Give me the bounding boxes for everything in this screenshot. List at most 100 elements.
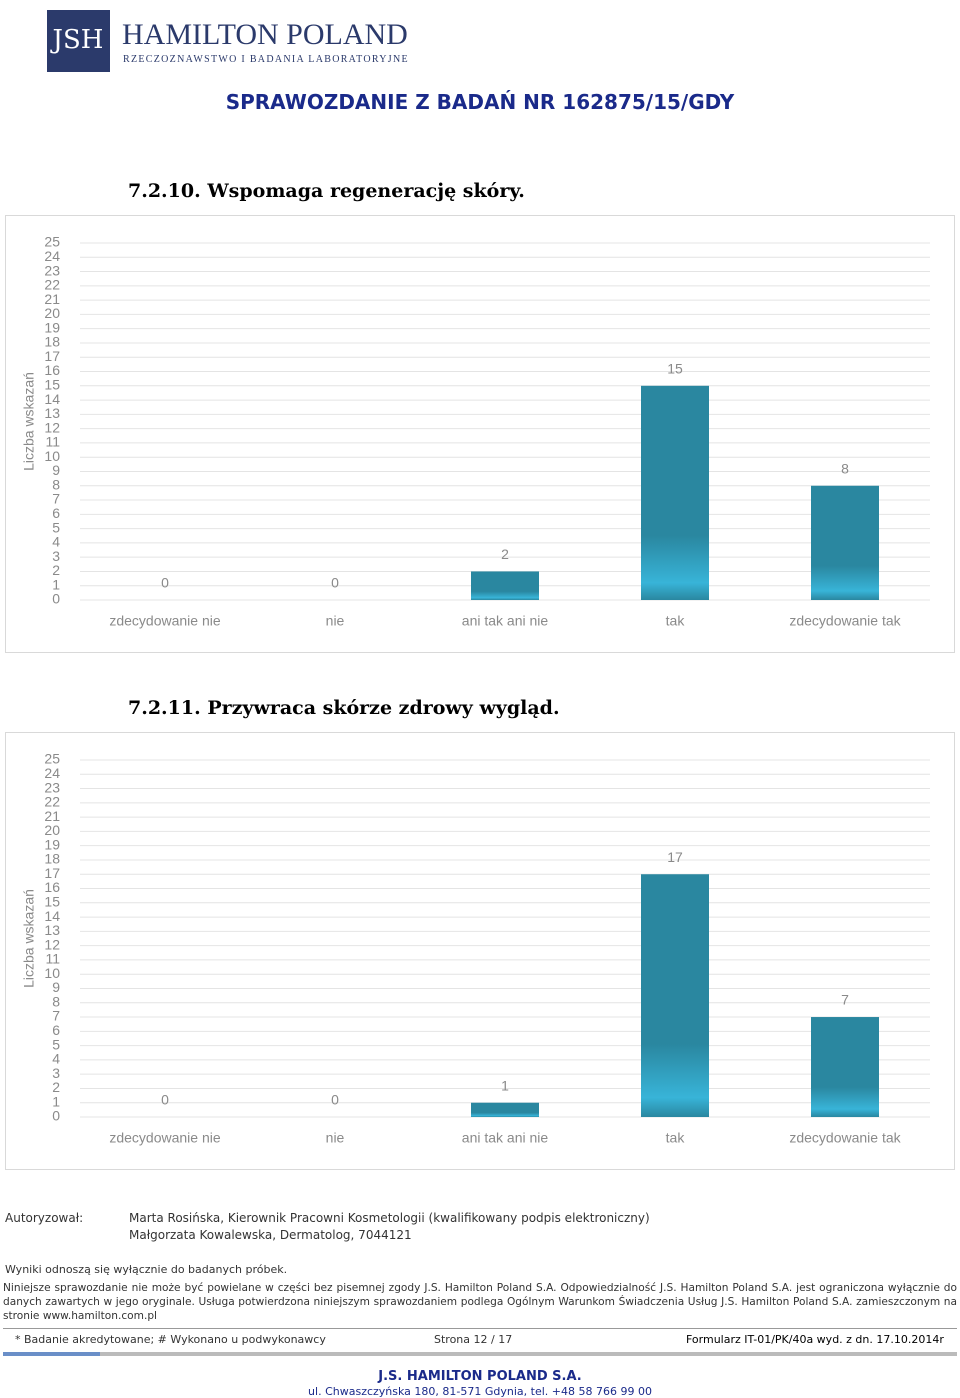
chart: 0123456789101112131415161718192021222324… bbox=[5, 732, 955, 1170]
y-tick-label: 18 bbox=[44, 334, 60, 350]
x-tick-label: zdecydowanie tak bbox=[789, 1130, 901, 1146]
y-tick-label: 25 bbox=[44, 751, 60, 767]
y-tick-label: 15 bbox=[44, 377, 60, 393]
x-tick-label: zdecydowanie nie bbox=[109, 1130, 221, 1146]
x-tick-label: nie bbox=[326, 613, 345, 629]
y-tick-label: 4 bbox=[52, 1051, 60, 1067]
x-tick-label: tak bbox=[666, 1130, 686, 1146]
y-tick-label: 10 bbox=[44, 965, 60, 981]
form-id: Formularz IT-01/PK/40a wyd. z dn. 17.10.… bbox=[686, 1333, 944, 1346]
y-tick-label: 16 bbox=[44, 362, 60, 378]
y-tick-label: 6 bbox=[52, 505, 60, 521]
logo-title: HAMILTON POLAND bbox=[122, 18, 408, 51]
x-tick-label: nie bbox=[326, 1130, 345, 1146]
y-tick-label: 25 bbox=[44, 234, 60, 250]
y-tick-label: 6 bbox=[52, 1022, 60, 1038]
y-tick-label: 20 bbox=[44, 822, 60, 838]
y-tick-label: 18 bbox=[44, 851, 60, 867]
report-title: SPRAWOZDANIE Z BADAŃ NR 162875/15/GDY bbox=[225, 90, 735, 114]
y-tick-label: 1 bbox=[52, 1093, 60, 1109]
separator bbox=[3, 1328, 957, 1329]
y-tick-label: 21 bbox=[44, 808, 60, 824]
y-tick-label: 17 bbox=[44, 865, 60, 881]
company-name: J.S. HAMILTON POLAND S.A. bbox=[378, 1369, 582, 1384]
y-tick-label: 3 bbox=[52, 548, 60, 564]
data-label: 7 bbox=[841, 992, 849, 1008]
data-label: 0 bbox=[331, 575, 339, 591]
y-tick-label: 20 bbox=[44, 305, 60, 321]
y-tick-label: 22 bbox=[44, 277, 60, 293]
x-tick-label: zdecydowanie tak bbox=[789, 613, 901, 629]
y-tick-label: 7 bbox=[52, 491, 60, 507]
logo-box bbox=[47, 10, 110, 72]
y-tick-label: 15 bbox=[44, 894, 60, 910]
data-label: 1 bbox=[501, 1077, 509, 1093]
data-label: 15 bbox=[667, 361, 683, 377]
company-address: ul. Chwaszczyńska 180, 81-571 Gdynia, te… bbox=[308, 1385, 652, 1398]
y-tick-label: 19 bbox=[44, 319, 60, 335]
accreditation: * Badanie akredytowane; # Wykonano u pod… bbox=[15, 1333, 326, 1346]
y-tick-label: 3 bbox=[52, 1065, 60, 1081]
y-tick-label: 2 bbox=[52, 562, 60, 578]
y-tick-label: 16 bbox=[44, 879, 60, 895]
y-tick-label: 11 bbox=[45, 951, 60, 967]
bar bbox=[641, 385, 709, 600]
y-tick-label: 9 bbox=[52, 462, 60, 478]
signatory: Marta Rosińska, Kierownik Pracowni Kosme… bbox=[129, 1211, 650, 1225]
x-tick-label: zdecydowanie nie bbox=[109, 613, 221, 629]
y-tick-label: 13 bbox=[44, 405, 60, 421]
data-label: 0 bbox=[331, 1092, 339, 1108]
y-tick-label: 0 bbox=[52, 591, 60, 607]
y-tick-label: 23 bbox=[44, 779, 60, 795]
bar bbox=[811, 485, 879, 600]
logo-subtitle: RZECZOZNAWSTWO I BADANIA LABORATORYJNE bbox=[123, 54, 409, 65]
y-tick-label: 21 bbox=[44, 291, 60, 307]
y-tick-label: 13 bbox=[44, 922, 60, 938]
y-axis-title: Liczba wskazań bbox=[21, 889, 37, 988]
y-tick-label: 0 bbox=[52, 1108, 60, 1124]
y-tick-label: 7 bbox=[52, 1008, 60, 1024]
data-label: 0 bbox=[161, 575, 169, 591]
section-heading: 7.2.11. Przywraca skórze zdrowy wygląd. bbox=[128, 697, 560, 719]
authorized-label: Autoryzował: bbox=[5, 1211, 84, 1225]
x-tick-label: ani tak ani nie bbox=[462, 1130, 549, 1146]
results-note: Wyniki odnoszą się wyłącznie do badanych… bbox=[5, 1263, 288, 1276]
y-tick-label: 24 bbox=[44, 248, 60, 264]
y-tick-label: 4 bbox=[52, 534, 60, 550]
y-axis-title: Liczba wskazań bbox=[21, 372, 37, 471]
bar bbox=[471, 571, 539, 600]
y-tick-label: 11 bbox=[45, 434, 60, 450]
data-label: 0 bbox=[161, 1092, 169, 1108]
x-tick-label: ani tak ani nie bbox=[462, 613, 549, 629]
y-tick-label: 1 bbox=[52, 576, 60, 592]
footer-stripe bbox=[3, 1352, 100, 1356]
y-tick-label: 23 bbox=[44, 262, 60, 278]
y-tick-label: 14 bbox=[44, 908, 60, 924]
data-label: 8 bbox=[841, 460, 849, 476]
y-tick-label: 5 bbox=[52, 519, 60, 535]
chart: 0123456789101112131415161718192021222324… bbox=[5, 215, 955, 653]
disclaimer: Niniejsze sprawozdanie nie może być powi… bbox=[3, 1282, 957, 1322]
y-tick-label: 8 bbox=[52, 993, 60, 1009]
y-tick-label: 5 bbox=[52, 1036, 60, 1052]
logo: JSH HAMILTON POLAND RZECZOZNAWSTWO I BAD… bbox=[47, 10, 409, 72]
y-tick-label: 9 bbox=[52, 979, 60, 995]
y-tick-label: 19 bbox=[44, 836, 60, 852]
y-tick-label: 12 bbox=[44, 419, 60, 435]
footer-stripe bbox=[100, 1352, 957, 1356]
y-tick-label: 10 bbox=[44, 448, 60, 464]
y-tick-label: 12 bbox=[44, 936, 60, 952]
y-tick-label: 14 bbox=[44, 391, 60, 407]
y-tick-label: 17 bbox=[44, 348, 60, 364]
signatory: Małgorzata Kowalewska, Dermatolog, 70441… bbox=[129, 1228, 412, 1242]
y-tick-label: 2 bbox=[52, 1079, 60, 1095]
y-tick-label: 8 bbox=[52, 476, 60, 492]
bar bbox=[471, 1102, 539, 1117]
y-tick-label: 24 bbox=[44, 765, 60, 781]
bar bbox=[641, 874, 709, 1117]
chart-frame bbox=[5, 732, 955, 1170]
y-tick-label: 22 bbox=[44, 794, 60, 810]
page-number: Strona 12 / 17 bbox=[434, 1333, 513, 1346]
logo-mark: JSH bbox=[50, 25, 104, 55]
